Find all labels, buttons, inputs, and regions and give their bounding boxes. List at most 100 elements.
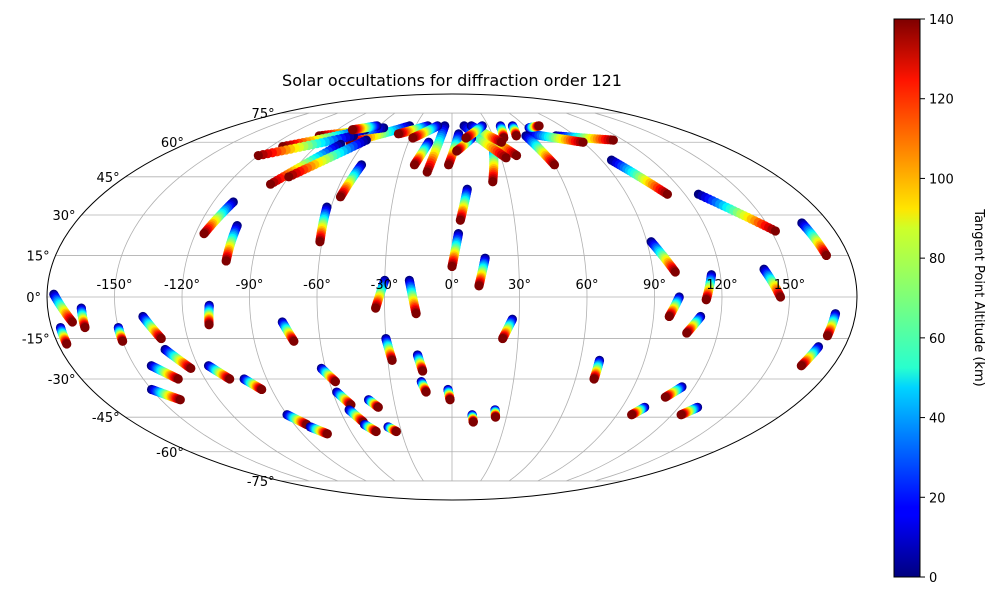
track-point <box>322 429 332 439</box>
track-point <box>371 303 381 313</box>
occultation-track <box>525 129 588 147</box>
occultation-track <box>404 275 421 319</box>
colorbar-tick-label: 100 <box>929 172 954 187</box>
track-point <box>455 215 465 225</box>
colorbar: 0 20 40 60 80 100 120 140 Tangent Point Altitud… <box>893 13 986 586</box>
track-point <box>221 256 231 266</box>
meridian-gridline <box>594 112 790 482</box>
occultation-track <box>408 121 443 143</box>
lat-tick-label: 0° <box>26 291 41 306</box>
colorbar-label: Tangent Point Altitude (km) <box>971 208 986 386</box>
track-point <box>822 331 833 341</box>
occultation-track <box>664 292 684 322</box>
track-point <box>676 410 686 420</box>
occultation-track <box>383 422 401 437</box>
map-graticule <box>47 112 857 482</box>
occultation-track <box>490 405 501 422</box>
occultation-track <box>284 135 371 182</box>
occultation-track <box>393 121 433 139</box>
lon-tick-label: -150° <box>96 278 132 293</box>
lon-tick-label: -90° <box>236 278 264 293</box>
track-point <box>821 250 832 261</box>
lat-tick-label: 75° <box>252 107 275 122</box>
track-point <box>67 317 78 327</box>
track-point <box>796 361 806 371</box>
track-point <box>496 137 507 147</box>
occultation-track <box>796 342 824 371</box>
track-point <box>452 146 462 156</box>
occultation-track <box>305 422 332 439</box>
track-point <box>371 426 381 437</box>
occultation-tracks <box>49 121 841 439</box>
occultation-track <box>589 355 605 384</box>
track-point <box>488 177 498 187</box>
meridian-gridline <box>566 112 723 482</box>
track-point <box>118 336 128 346</box>
track-point <box>284 172 294 182</box>
occultation-track <box>443 384 455 405</box>
lon-tick-label: -60° <box>303 278 331 293</box>
occultation-track <box>409 137 434 170</box>
track-point <box>393 129 404 139</box>
occultation-track <box>55 322 72 349</box>
occultation-track <box>467 410 478 427</box>
occultation-track <box>332 387 356 410</box>
lat-tick-label: -15° <box>22 333 50 348</box>
track-point <box>468 417 478 427</box>
track-point <box>175 395 185 405</box>
occultation-track <box>412 350 428 376</box>
meridian-gridline <box>181 112 338 482</box>
colorbar-gradient <box>893 18 921 578</box>
occultation-track <box>416 377 431 397</box>
meridian-gridline <box>537 112 655 482</box>
track-point <box>421 387 431 397</box>
track-point <box>265 179 276 189</box>
colorbar-ticks: 0 20 40 60 80 100 120 140 <box>920 13 954 586</box>
lat-tick-label: 45° <box>97 171 120 186</box>
meridian-gridline <box>316 112 396 482</box>
track-point <box>445 395 455 405</box>
occultation-track <box>606 155 673 199</box>
track-point <box>682 328 692 338</box>
occultation-track <box>316 363 341 387</box>
lon-tick-label: -120° <box>164 278 200 293</box>
occultation-track <box>521 131 560 170</box>
track-point <box>409 160 420 170</box>
lon-tick-label: 120° <box>706 278 737 293</box>
meridian-gridline <box>480 112 520 482</box>
occultation-track <box>347 121 382 135</box>
occultation-track <box>507 121 521 141</box>
track-point <box>534 121 544 131</box>
meridian-gridline <box>114 112 310 482</box>
lon-tick-label: 30° <box>508 278 531 293</box>
track-point <box>373 402 383 412</box>
track-point <box>387 355 397 365</box>
occultation-track <box>335 160 367 202</box>
track-point <box>701 295 711 305</box>
track-point <box>156 333 166 344</box>
occultation-track <box>371 275 390 313</box>
track-point <box>770 226 781 236</box>
occultation-track <box>204 300 214 330</box>
track-point <box>204 320 214 330</box>
chart-title: Solar occultations for diffraction order… <box>282 71 622 90</box>
occultation-track <box>627 402 650 420</box>
lon-tick-label: -30° <box>371 278 399 293</box>
track-point <box>498 333 508 344</box>
occultation-track <box>239 374 267 395</box>
occultation-track <box>797 218 832 261</box>
map-tick-labels: -150° -120° -90° -60° -30° 0° 30° 60° 90° 120° 150… <box>22 107 805 490</box>
track-point <box>199 229 209 239</box>
occultation-track <box>76 303 90 333</box>
track-point <box>422 167 432 177</box>
occultation-track <box>693 189 781 236</box>
lat-tick-label: 30° <box>52 209 75 224</box>
colorbar-tick-label: 40 <box>929 412 946 427</box>
occultation-track <box>676 402 703 420</box>
lat-tick-label: -30° <box>48 373 76 388</box>
lat-tick-label: -75° <box>247 475 275 490</box>
track-point <box>80 322 90 333</box>
track-point <box>662 189 673 199</box>
track-point <box>627 410 637 420</box>
track-point <box>408 133 418 143</box>
